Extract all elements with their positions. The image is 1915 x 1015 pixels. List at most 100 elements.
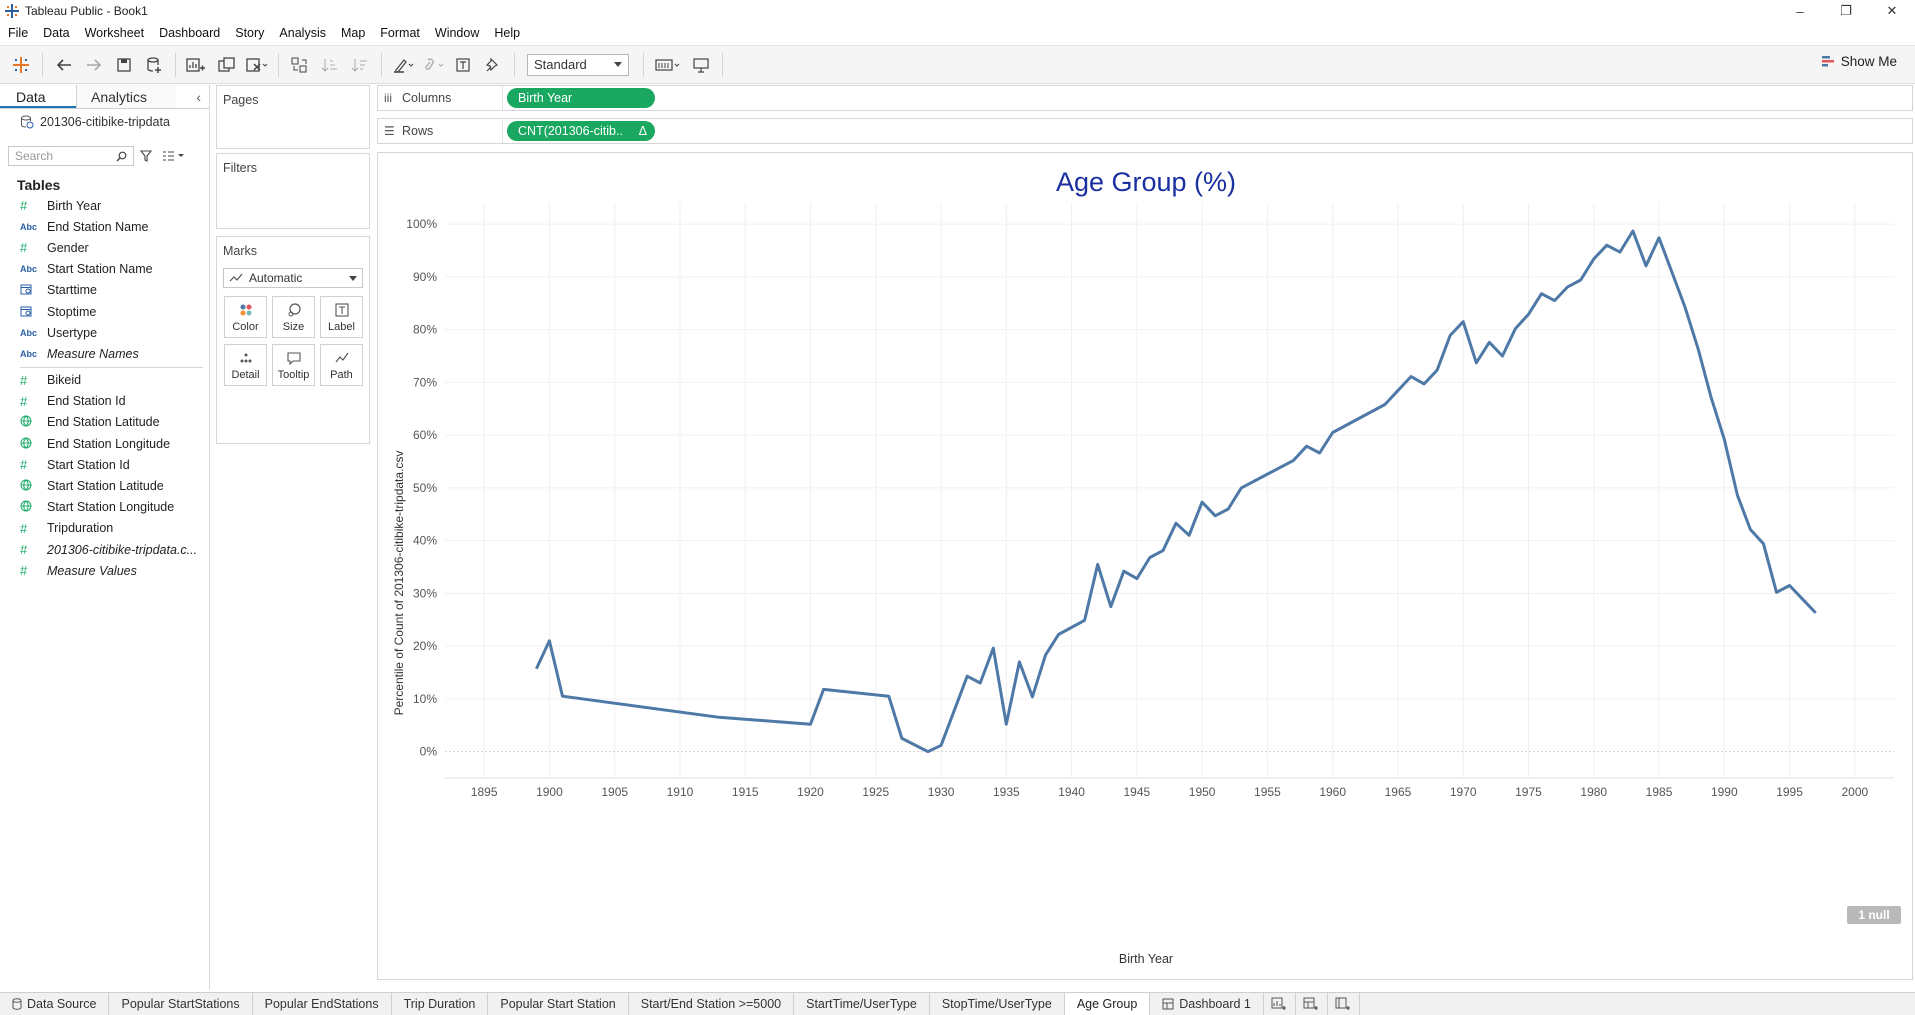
data-point[interactable] (1407, 373, 1415, 381)
data-point[interactable] (1668, 269, 1676, 277)
data-point[interactable] (1629, 227, 1637, 235)
tooltip-button[interactable]: Tooltip (272, 344, 315, 386)
sheet-tab[interactable]: Dashboard 1 (1150, 993, 1264, 1015)
data-point[interactable] (1159, 547, 1167, 555)
data-point[interactable] (924, 748, 932, 756)
highlight-icon[interactable] (388, 51, 418, 79)
new-dashboard-tab-icon[interactable] (1296, 993, 1328, 1015)
data-point[interactable] (1081, 616, 1089, 624)
data-point[interactable] (807, 720, 815, 728)
series-line[interactable] (535, 229, 1817, 754)
sheet-tab[interactable]: Age Group (1064, 993, 1151, 1015)
field-item[interactable]: # Measure Values (0, 560, 209, 581)
data-point[interactable] (558, 692, 566, 700)
redo-icon[interactable] (79, 51, 109, 79)
search-input[interactable]: Search (8, 146, 134, 166)
data-point[interactable] (1759, 540, 1767, 548)
data-point[interactable] (820, 685, 828, 693)
data-point[interactable] (1211, 512, 1219, 520)
data-point[interactable] (1551, 297, 1559, 305)
data-point[interactable] (1577, 276, 1585, 284)
datasource-item[interactable]: 201306-citibike-tripdata (0, 109, 209, 135)
field-item[interactable]: # Gender (0, 237, 209, 258)
data-point[interactable] (1733, 491, 1741, 499)
data-point[interactable] (1538, 290, 1546, 298)
data-point[interactable] (1290, 456, 1298, 464)
sort-descending-icon[interactable] (345, 51, 375, 79)
data-point[interactable] (937, 741, 945, 749)
data-point[interactable] (1812, 609, 1820, 617)
menu-help[interactable]: Help (494, 26, 521, 40)
fix-axes-icon[interactable] (478, 51, 508, 79)
label-button[interactable]: Label (320, 296, 363, 338)
columns-shelf[interactable]: iii Columns Birth Year (377, 85, 1913, 111)
field-item[interactable]: End Station Longitude (0, 433, 209, 454)
minimize-button[interactable]: – (1796, 3, 1804, 19)
new-datasource-icon[interactable] (139, 51, 169, 79)
field-item[interactable]: Abc End Station Name (0, 216, 209, 237)
data-point[interactable] (1786, 581, 1794, 589)
menu-dashboard[interactable]: Dashboard (159, 26, 221, 40)
duplicate-sheet-icon[interactable] (212, 51, 242, 79)
sheet-tab[interactable]: Popular Start Station (488, 993, 629, 1015)
menu-analysis[interactable]: Analysis (279, 26, 326, 40)
data-point[interactable] (1746, 526, 1754, 534)
data-point[interactable] (963, 672, 971, 680)
sheet-tab[interactable]: Start/End Station >=5000 (629, 993, 795, 1015)
view-options-icon[interactable] (162, 151, 184, 161)
data-point[interactable] (1616, 248, 1624, 256)
data-point[interactable] (1459, 318, 1467, 326)
close-button[interactable]: ✕ (1886, 3, 1898, 18)
data-point[interactable] (1002, 720, 1010, 728)
field-item[interactable]: # Start Station Id (0, 454, 209, 475)
mark-type-select[interactable]: Automatic (223, 268, 363, 288)
data-point[interactable] (1485, 338, 1493, 346)
data-point[interactable] (1720, 435, 1728, 443)
data-point[interactable] (1041, 651, 1049, 659)
sort-ascending-icon[interactable] (315, 51, 345, 79)
data-point[interactable] (1681, 303, 1689, 311)
menu-format[interactable]: Format (380, 26, 420, 40)
undo-icon[interactable] (49, 51, 79, 79)
save-icon[interactable] (109, 51, 139, 79)
data-point[interactable] (1498, 352, 1506, 360)
show-mark-labels-icon[interactable] (448, 51, 478, 79)
sheet-tab[interactable]: Popular EndStations (253, 993, 392, 1015)
field-item[interactable]: Starttime (0, 280, 209, 301)
menu-map[interactable]: Map (340, 26, 366, 40)
field-item[interactable]: Start Station Latitude (0, 475, 209, 496)
data-point[interactable] (1146, 553, 1154, 561)
data-point[interactable] (1303, 442, 1311, 450)
data-point[interactable] (1472, 359, 1480, 367)
filter-icon[interactable] (140, 150, 152, 162)
filters-card[interactable]: Filters (216, 153, 370, 229)
field-item[interactable]: Start Station Longitude (0, 497, 209, 518)
new-story-tab-icon[interactable] (1328, 993, 1360, 1015)
data-point[interactable] (1773, 588, 1781, 596)
data-point[interactable] (1224, 505, 1232, 513)
data-point[interactable] (1120, 567, 1128, 575)
field-item[interactable]: Abc Usertype (0, 322, 209, 343)
field-item[interactable]: # End Station Id (0, 391, 209, 412)
data-point[interactable] (1694, 345, 1702, 353)
data-point[interactable] (1055, 631, 1063, 639)
show-me-button[interactable]: Show Me (1821, 54, 1897, 69)
menu-data[interactable]: Data (43, 26, 70, 40)
data-point[interactable] (1015, 658, 1023, 666)
data-point[interactable] (1381, 401, 1389, 409)
menu-worksheet[interactable]: Worksheet (84, 26, 145, 40)
sheet-tab[interactable]: Popular StartStations (109, 993, 253, 1015)
field-item[interactable]: Abc Measure Names (0, 343, 209, 364)
path-button[interactable]: Path (320, 344, 363, 386)
data-point[interactable] (976, 679, 984, 687)
field-item[interactable]: # Bikeid (0, 370, 209, 391)
group-members-icon[interactable] (418, 51, 448, 79)
data-point[interactable] (898, 734, 906, 742)
data-point[interactable] (1107, 603, 1115, 611)
swap-rows-columns-icon[interactable] (285, 51, 315, 79)
new-worksheet-tab-icon[interactable] (1264, 993, 1296, 1015)
data-point[interactable] (989, 644, 997, 652)
data-point[interactable] (1511, 325, 1519, 333)
field-item[interactable]: # Birth Year (0, 195, 209, 216)
show-cards-icon[interactable] (650, 51, 686, 79)
